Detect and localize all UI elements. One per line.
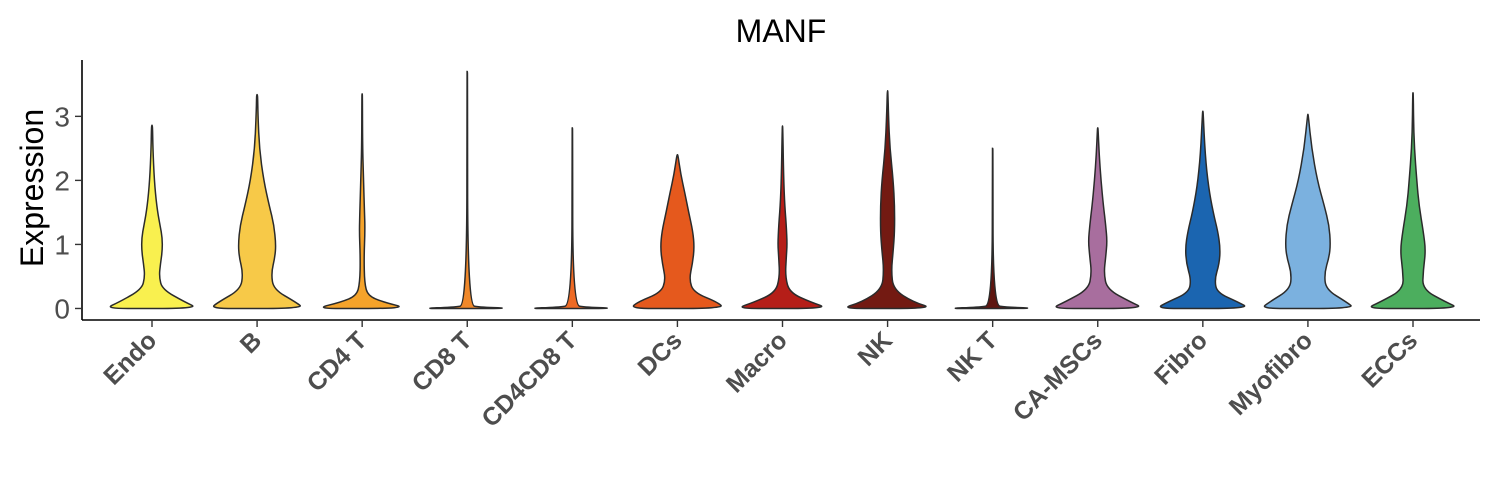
violin-eccs (1370, 91, 1455, 310)
violin-ca-mscs (1055, 127, 1140, 310)
violin-group (109, 70, 1455, 310)
violin-b (212, 93, 301, 310)
y-axis-label: Expression (14, 109, 50, 267)
violin-cd8-t (429, 70, 503, 310)
x-tick-label: DCs (632, 326, 687, 381)
x-tick-label: CA-MSCs (1008, 326, 1108, 426)
x-tick-label: ECCs (1356, 326, 1423, 393)
violin-macro (741, 125, 823, 310)
y-tick-label: 0 (54, 293, 70, 324)
violin-cd4cd8-t (534, 127, 608, 310)
x-tick-label: Macro (721, 326, 793, 398)
y-tick-label: 3 (54, 101, 70, 132)
x-tick-label: CD4CD8 T (476, 326, 582, 432)
violin-dcs (632, 154, 722, 310)
x-tick-label: B (235, 326, 268, 359)
chart-title: MANF (736, 13, 827, 49)
x-tick-label: NK (852, 326, 897, 371)
axes (81, 60, 1480, 321)
y-ticks: 0 1 2 3 (54, 101, 82, 324)
x-tick-label: Fibro (1149, 326, 1213, 390)
violin-cd4-t (322, 93, 400, 310)
x-tick-label: Endo (98, 326, 162, 390)
x-tick-label: CD8 T (407, 326, 478, 397)
x-tick-label: CD4 T (302, 326, 373, 397)
violin-nk-t (954, 147, 1029, 310)
violin-nk (847, 89, 927, 310)
y-tick-label: 2 (54, 165, 70, 196)
x-tick-label: NK T (942, 326, 1003, 387)
violin-fibro (1159, 110, 1246, 310)
x-tick-label: Myofibro (1224, 326, 1318, 420)
violin-myofibro (1263, 113, 1352, 310)
y-tick-label: 1 (54, 229, 70, 260)
violin-endo (109, 124, 194, 310)
